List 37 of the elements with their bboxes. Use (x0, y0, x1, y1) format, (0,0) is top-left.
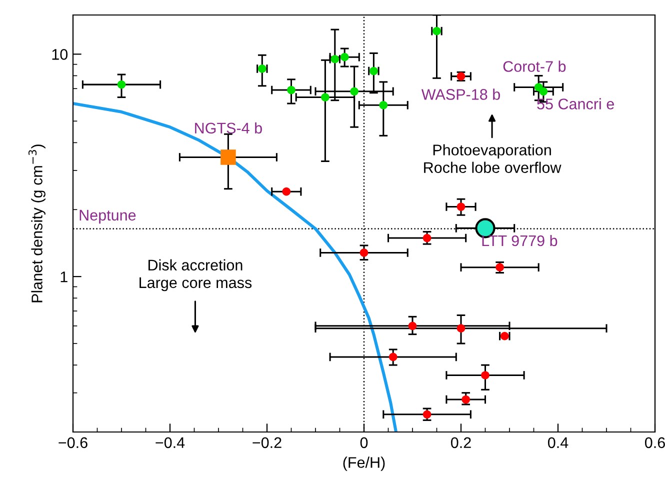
annotation: Photoevaporation Roche lobe overflow (424, 144, 562, 173)
point (456, 202, 466, 211)
x-tick-label: 0.4 (548, 437, 568, 448)
point (408, 322, 417, 330)
point (539, 87, 548, 96)
point (220, 150, 236, 165)
point (462, 395, 470, 404)
point (287, 86, 296, 94)
y-tick-label: 10 (52, 49, 68, 60)
point (388, 352, 398, 362)
ref-line-label: Neptune (80, 210, 136, 224)
x-tick-label: −0.4 (156, 437, 185, 448)
x-tick-label: −0.2 (252, 437, 282, 448)
annotation: LTT 9779 b (482, 234, 558, 246)
x-tick-label: 0 (360, 437, 368, 448)
x-axis-title: (Fe/H) (343, 456, 385, 471)
point (379, 100, 388, 110)
y-axis-title: Planet density (g cm$^{−3}$) (28, 144, 46, 302)
point (360, 248, 368, 257)
annotation: 55 Cancri e (537, 98, 614, 110)
annotation: Disk accretion Large core mass (140, 259, 252, 292)
x-tick-label: 0.2 (450, 437, 471, 448)
point (481, 371, 490, 380)
point (282, 187, 291, 196)
point (321, 93, 330, 102)
x-tick-label: −0.6 (58, 437, 88, 448)
point (350, 87, 358, 96)
annotation: NGTS-4 b (195, 122, 262, 134)
annotation: Corot-7 b (503, 60, 566, 72)
point (456, 324, 466, 333)
point (422, 410, 432, 419)
y-tick-label: 1 (60, 272, 68, 282)
x-tick-label: 0.6 (644, 437, 665, 448)
point (117, 80, 126, 89)
line-series (73, 102, 398, 432)
annotation: WASP-18 b (421, 88, 500, 100)
point (422, 234, 432, 242)
